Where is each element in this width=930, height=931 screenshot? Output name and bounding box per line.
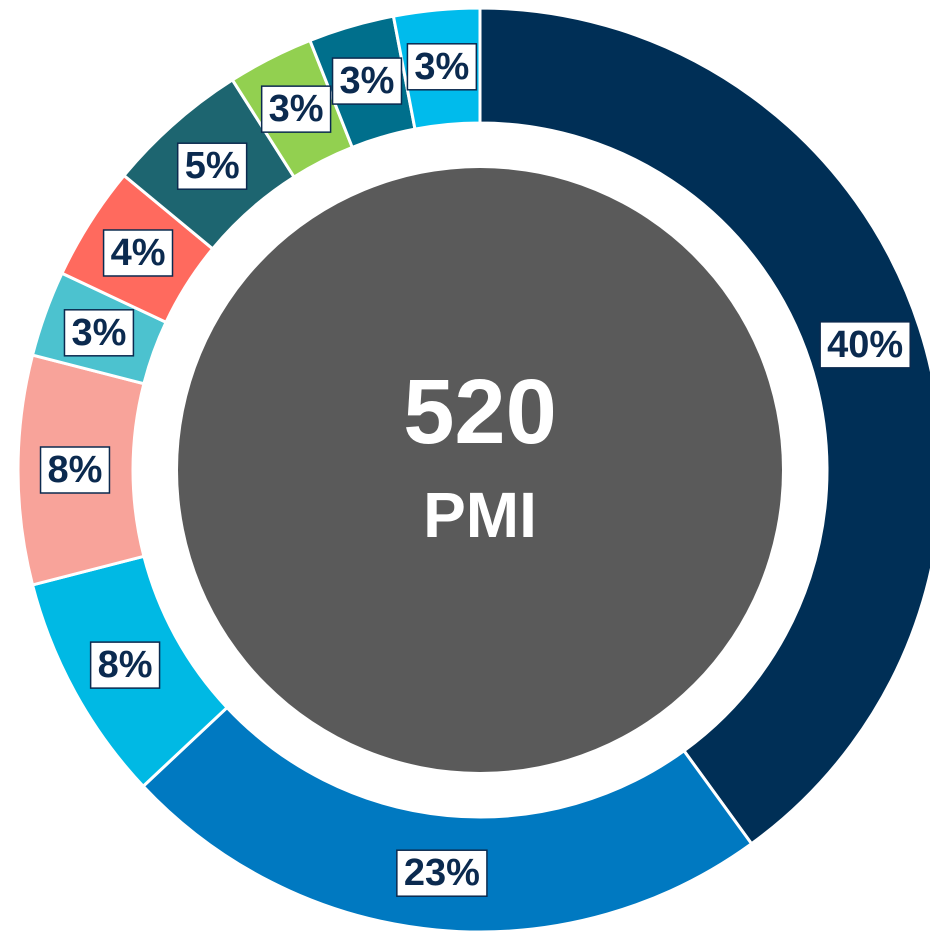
center-disc <box>178 168 782 772</box>
donut-segment <box>141 705 754 931</box>
data-label: 3% <box>63 309 135 357</box>
data-label-box <box>406 43 478 91</box>
data-label-text: 4% <box>111 232 166 274</box>
segments <box>16 6 930 931</box>
data-label-text: 3% <box>414 46 469 88</box>
data-label-box <box>39 446 111 494</box>
data-label-text: 3% <box>340 60 395 102</box>
data-label: 8% <box>89 641 161 689</box>
data-label-text: 8% <box>98 644 153 686</box>
center-label: PMI <box>423 479 537 551</box>
data-label-box <box>396 849 488 897</box>
data-label: 23% <box>396 849 488 897</box>
data-label-text: 40% <box>827 324 903 366</box>
data-label: 3% <box>406 43 478 91</box>
data-label: 4% <box>102 229 174 277</box>
data-label-text: 3% <box>269 88 324 130</box>
data-label: 5% <box>176 142 248 190</box>
data-label-box <box>819 321 911 369</box>
data-label-box <box>176 142 248 190</box>
data-label: 3% <box>260 85 332 133</box>
data-label-box <box>63 309 135 357</box>
data-label: 3% <box>331 57 403 105</box>
data-label-box <box>102 229 174 277</box>
data-label-text: 23% <box>404 852 480 894</box>
center-value: 520 <box>403 361 557 463</box>
data-label: 40% <box>819 321 911 369</box>
data-label-text: 3% <box>71 312 126 354</box>
data-label-box <box>260 85 332 133</box>
donut-segment <box>478 6 930 846</box>
data-label-text: 5% <box>185 145 240 187</box>
data-label-box <box>331 57 403 105</box>
data-label: 8% <box>39 446 111 494</box>
data-label-box <box>89 641 161 689</box>
data-label-text: 8% <box>48 449 103 491</box>
